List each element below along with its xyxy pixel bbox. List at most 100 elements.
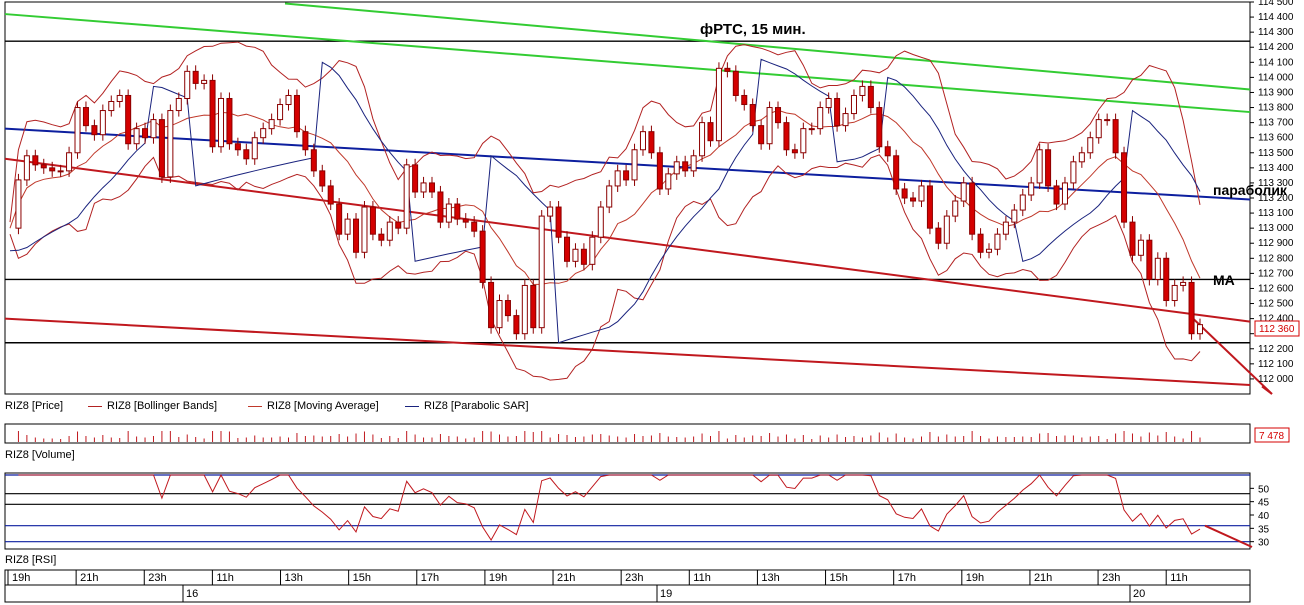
candle-body [488,281,495,329]
candle-body [462,218,469,223]
legend-bb: RIZ8 [Bollinger Bands] [107,400,218,412]
time-tick-label: 15h [830,572,848,584]
volume-value-box [1254,427,1290,443]
candle-body [133,128,140,145]
candle-body [1180,281,1187,286]
candle-body [597,206,604,238]
red-arrow [1189,314,1273,395]
candle-body [842,113,849,127]
candle-body [175,97,182,112]
annotation-parabolic: параболик [1213,182,1288,198]
time-tick-label: 19h [966,572,984,584]
candle-body [749,104,756,127]
candle-body [1028,182,1035,196]
price-gridlines [5,40,1250,344]
candle-body [893,155,900,190]
price-y-tick-label: 114 500 [1258,0,1294,8]
rsi-plot-frame [4,472,1251,550]
candle-body [724,67,731,72]
time-axis: 19h 21h 23h 11h 13h 15h 17h 19h 21h 23h 11h 13h 15h 1… [4,569,1251,603]
legend-sar-swatch [405,405,419,407]
candle-body [1002,221,1009,235]
candle-body [15,179,22,229]
rsi-y-axis: 30 35 40 45 50 [1250,484,1270,549]
price-y-tick-label: 113 400 [1258,163,1294,174]
candle-body [454,203,461,220]
candle-body [428,182,435,193]
candle-body [1036,149,1043,184]
candle-body [1045,149,1052,187]
price-candles [15,62,1204,340]
candle-body [1019,194,1026,211]
candle-body [648,131,655,154]
rsi-line [18,473,1253,548]
time-tick-label: 17h [421,572,439,584]
bollinger-lower [9,154,1201,381]
rsi-y-tick-label: 35 [1258,524,1270,535]
candle-body [1137,239,1144,256]
price-y-tick-label: 113 300 [1258,178,1294,189]
candle-body [926,185,933,229]
day-label: 19 [660,588,672,600]
time-tick-label: 19h [12,572,30,584]
candle-body [74,107,81,154]
candle-body [918,185,925,202]
price-y-tick-label: 114 200 [1258,42,1294,53]
candle-body [572,248,579,262]
candle-body [260,128,267,139]
candle-body [412,164,419,193]
price-y-tick-label: 112 900 [1258,238,1294,249]
price-y-tick-label: 112 100 [1258,359,1294,370]
price-y-tick-label: 112 600 [1258,283,1294,294]
candle-body [631,149,638,181]
rsi-y-tick-label: 45 [1258,498,1270,509]
volume-plot-frame [4,423,1251,444]
price-y-tick-label: 112 700 [1258,268,1294,279]
candle-body [741,94,748,106]
candle-body [521,284,528,335]
candle-body [639,131,646,151]
candle-body [82,107,89,127]
candle-body [732,70,739,96]
candle-body [471,221,478,232]
green-trendline-upper [284,2,1251,91]
time-tick-label: 11h [693,572,711,584]
candle-body [57,170,64,173]
moving-average [9,109,1201,286]
candle-body [226,97,233,145]
candle-body [479,230,486,283]
candle-body [538,215,545,329]
candle-body [808,128,815,131]
candle-body [800,128,807,154]
candle-body [319,170,326,187]
candle-body [91,125,98,136]
price-y-tick-label: 112 500 [1258,299,1294,310]
candle-body [310,149,317,172]
candle-body [606,185,613,208]
candle-body [158,119,165,178]
candle-body [243,149,250,160]
volume-chart: 7 478 [4,423,1290,444]
candle-body [353,218,360,253]
price-legend: RIZ8 [Price] RIZ8 [Bollinger Bands] RIZ8… [0,399,1250,414]
price-y-tick-label: 114 000 [1258,72,1294,83]
red-arrow-head [1261,385,1273,395]
candle-body [23,155,30,181]
green-trendline-lower [4,13,1251,114]
candle-body [217,97,225,148]
time-labels: 19h 21h 23h 11h 13h 15h 17h 19h 21h 23h 11h 13h 15h 1… [7,570,1188,602]
candle-body [420,182,427,193]
candle-body [817,107,824,130]
time-tick-label: 13h [761,572,779,584]
candle-body [901,188,908,199]
red-trendline-lower [4,317,1251,386]
price-plot-frame [4,1,1251,395]
candle-body [850,94,857,115]
candle-body [32,155,39,166]
legend-bb-item: RIZ8 [Bollinger Bands] [88,399,217,414]
price-y-tick-label: 113 500 [1258,148,1294,159]
price-y-tick-label: 113 000 [1258,223,1294,234]
price-y-tick-label: 113 200 [1258,193,1294,204]
candle-body [40,164,47,169]
